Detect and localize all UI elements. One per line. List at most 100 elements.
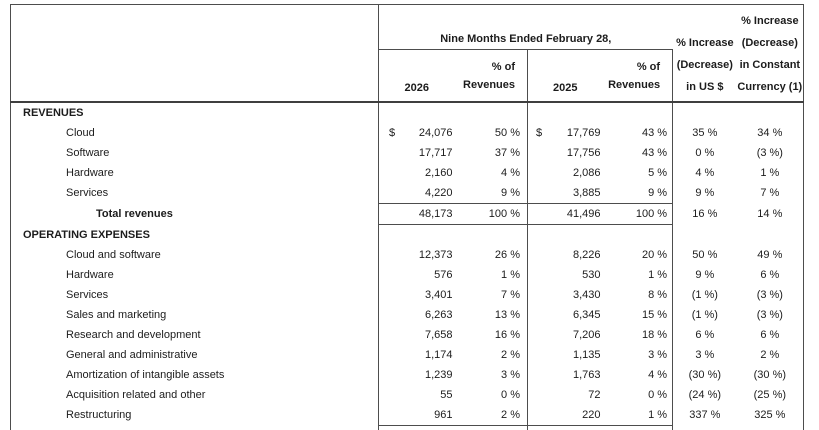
currency-symbol xyxy=(379,345,403,365)
increase-cc: (30 %) xyxy=(753,369,787,381)
pct-2026: 7 % xyxy=(454,285,528,305)
value-2025: 2,086 xyxy=(572,167,601,179)
header-pct-of-revenues-2026: % of Revenues xyxy=(454,49,528,103)
cell xyxy=(403,102,455,123)
row-label: Hardware xyxy=(10,265,379,285)
currency-symbol xyxy=(378,203,403,225)
currency-symbol xyxy=(528,285,552,305)
value-2026: 1,239 xyxy=(424,369,453,381)
header-corner-cell xyxy=(10,4,379,103)
increase-usd: 35 % xyxy=(692,127,718,139)
section-label: OPERATING EXPENSES xyxy=(10,224,379,245)
pct-2025: 20 % xyxy=(602,245,674,265)
currency-symbol xyxy=(379,405,403,426)
pct-2026: 2 % xyxy=(454,405,528,426)
value-2025: 220 xyxy=(582,409,601,421)
currency-symbol xyxy=(379,325,403,345)
value-2025: 17,756 xyxy=(566,147,601,159)
value-2026: 2,160 xyxy=(424,167,453,179)
header-increase-usd-line2: (Decrease) xyxy=(676,59,733,71)
row-revenues-section: REVENUES xyxy=(10,102,804,123)
increase-usd: 6 % xyxy=(695,329,715,341)
increase-cc: (3 %) xyxy=(756,147,783,159)
pct-2025: 9 % xyxy=(602,183,674,204)
pct-2026: 100 % xyxy=(454,203,528,225)
increase-usd: 0 % xyxy=(695,147,715,159)
header-increase-cc-line4: Currency (1) xyxy=(737,81,803,93)
increase-usd: 16 % xyxy=(692,208,718,220)
increase-usd: (1 %) xyxy=(691,289,718,301)
currency-symbol: $ xyxy=(536,127,543,139)
increase-cc: 1 % xyxy=(760,167,780,179)
header-increase-cc-line1: % Increase xyxy=(741,15,799,27)
increase-cc: 6 % xyxy=(760,329,780,341)
row-label: Cloud and software xyxy=(10,245,379,265)
pct-2026: 50 % xyxy=(454,123,528,143)
currency-symbol: $ xyxy=(389,127,396,139)
pct-2025: 43 % xyxy=(602,143,674,163)
row-hardware-expense: Hardware 576 1 % 530 1 % 9 % 6 % xyxy=(10,265,804,285)
value-2025: 28,927 xyxy=(551,425,603,430)
increase-usd: 50 % xyxy=(692,249,718,261)
value-2025: 6,345 xyxy=(572,309,601,321)
pct-2025: 100 % xyxy=(602,203,674,225)
currency-symbol xyxy=(378,425,403,430)
pct-2025: 5 % xyxy=(602,163,674,183)
currency-symbol xyxy=(379,385,403,405)
value-2026: 55 xyxy=(440,389,453,401)
pct-2026: 9 % xyxy=(454,183,528,204)
value-2026: 1,174 xyxy=(424,349,453,361)
row-total-revenues: Total revenues 48,173 100 % 41,496 100 %… xyxy=(10,203,804,225)
header-year-2025: 2025 xyxy=(527,49,603,103)
increase-usd: 3 % xyxy=(695,349,715,361)
increase-usd: 4 % xyxy=(695,167,715,179)
header-increase-usd-line3: in US $ xyxy=(686,81,724,93)
increase-usd: 9 % xyxy=(695,269,715,281)
revenues-label: Revenues xyxy=(463,79,515,91)
value-2025: 530 xyxy=(582,269,601,281)
increase-cc: 34 % xyxy=(757,127,783,139)
row-hardware: Hardware 2,160 4 % 2,086 5 % 4 % 1 % xyxy=(10,163,804,183)
currency-symbol xyxy=(379,245,403,265)
row-total-operating-expenses: Total operating expenses 33,700 70 % 28,… xyxy=(10,425,804,430)
currency-symbol xyxy=(528,265,552,285)
cell xyxy=(602,102,674,123)
pct-2026: 70 % xyxy=(454,425,528,430)
row-research-and-development: Research and development 7,658 16 % 7,20… xyxy=(10,325,804,345)
pct-2025: 3 % xyxy=(602,345,674,365)
currency-symbol xyxy=(528,143,552,163)
cell xyxy=(528,225,552,246)
increase-cc: 15 % xyxy=(737,426,804,430)
increase-usd: (30 %) xyxy=(688,369,722,381)
currency-symbol xyxy=(528,183,552,204)
pct-2026: 16 % xyxy=(454,325,528,345)
value-2026: 576 xyxy=(434,269,453,281)
currency-symbol xyxy=(379,305,403,325)
header-pct-of-revenues-2025: % of Revenues xyxy=(602,49,674,103)
row-amortization-of-intangible-assets: Amortization of intangible assets 1,239 … xyxy=(10,365,804,385)
pct-of-label: % of xyxy=(491,61,515,73)
pct-2025: 18 % xyxy=(602,325,674,345)
cell xyxy=(379,225,403,246)
header-year-2026: 2026 xyxy=(378,49,455,103)
value-2026: 3,401 xyxy=(424,289,453,301)
currency-symbol xyxy=(379,285,403,305)
header-row-years: 2026 % of Revenues 2025 % of Revenues xyxy=(11,49,804,103)
increase-cc: 325 % xyxy=(754,409,786,422)
row-label: Restructuring xyxy=(10,405,379,426)
pct-2025: 1 % xyxy=(602,265,674,285)
pct-2025: 1 % xyxy=(602,405,674,426)
value-2025: 41,496 xyxy=(551,203,603,225)
pct-2025: 70 % xyxy=(602,425,674,430)
row-software: Software 17,717 37 % 17,756 43 % 0 % (3 … xyxy=(10,143,804,163)
row-acquisition-related-and-other: Acquisition related and other 55 0 % 72 … xyxy=(10,385,804,405)
row-sales-and-marketing: Sales and marketing 6,263 13 % 6,345 15 … xyxy=(10,305,804,325)
pct-2025: 43 % xyxy=(602,123,674,143)
row-label: Total operating expenses xyxy=(10,425,379,430)
header-increase-constant-currency: % Increase (Decrease) in Constant Curren… xyxy=(736,4,804,103)
pct-2025: 0 % xyxy=(602,385,674,405)
row-general-and-administrative: General and administrative 1,174 2 % 1,1… xyxy=(10,345,804,365)
income-statement-table: Nine Months Ended February 28, % Increas… xyxy=(10,4,805,430)
increase-cc: 49 % xyxy=(757,249,783,261)
value-2025: 72 xyxy=(588,389,601,401)
